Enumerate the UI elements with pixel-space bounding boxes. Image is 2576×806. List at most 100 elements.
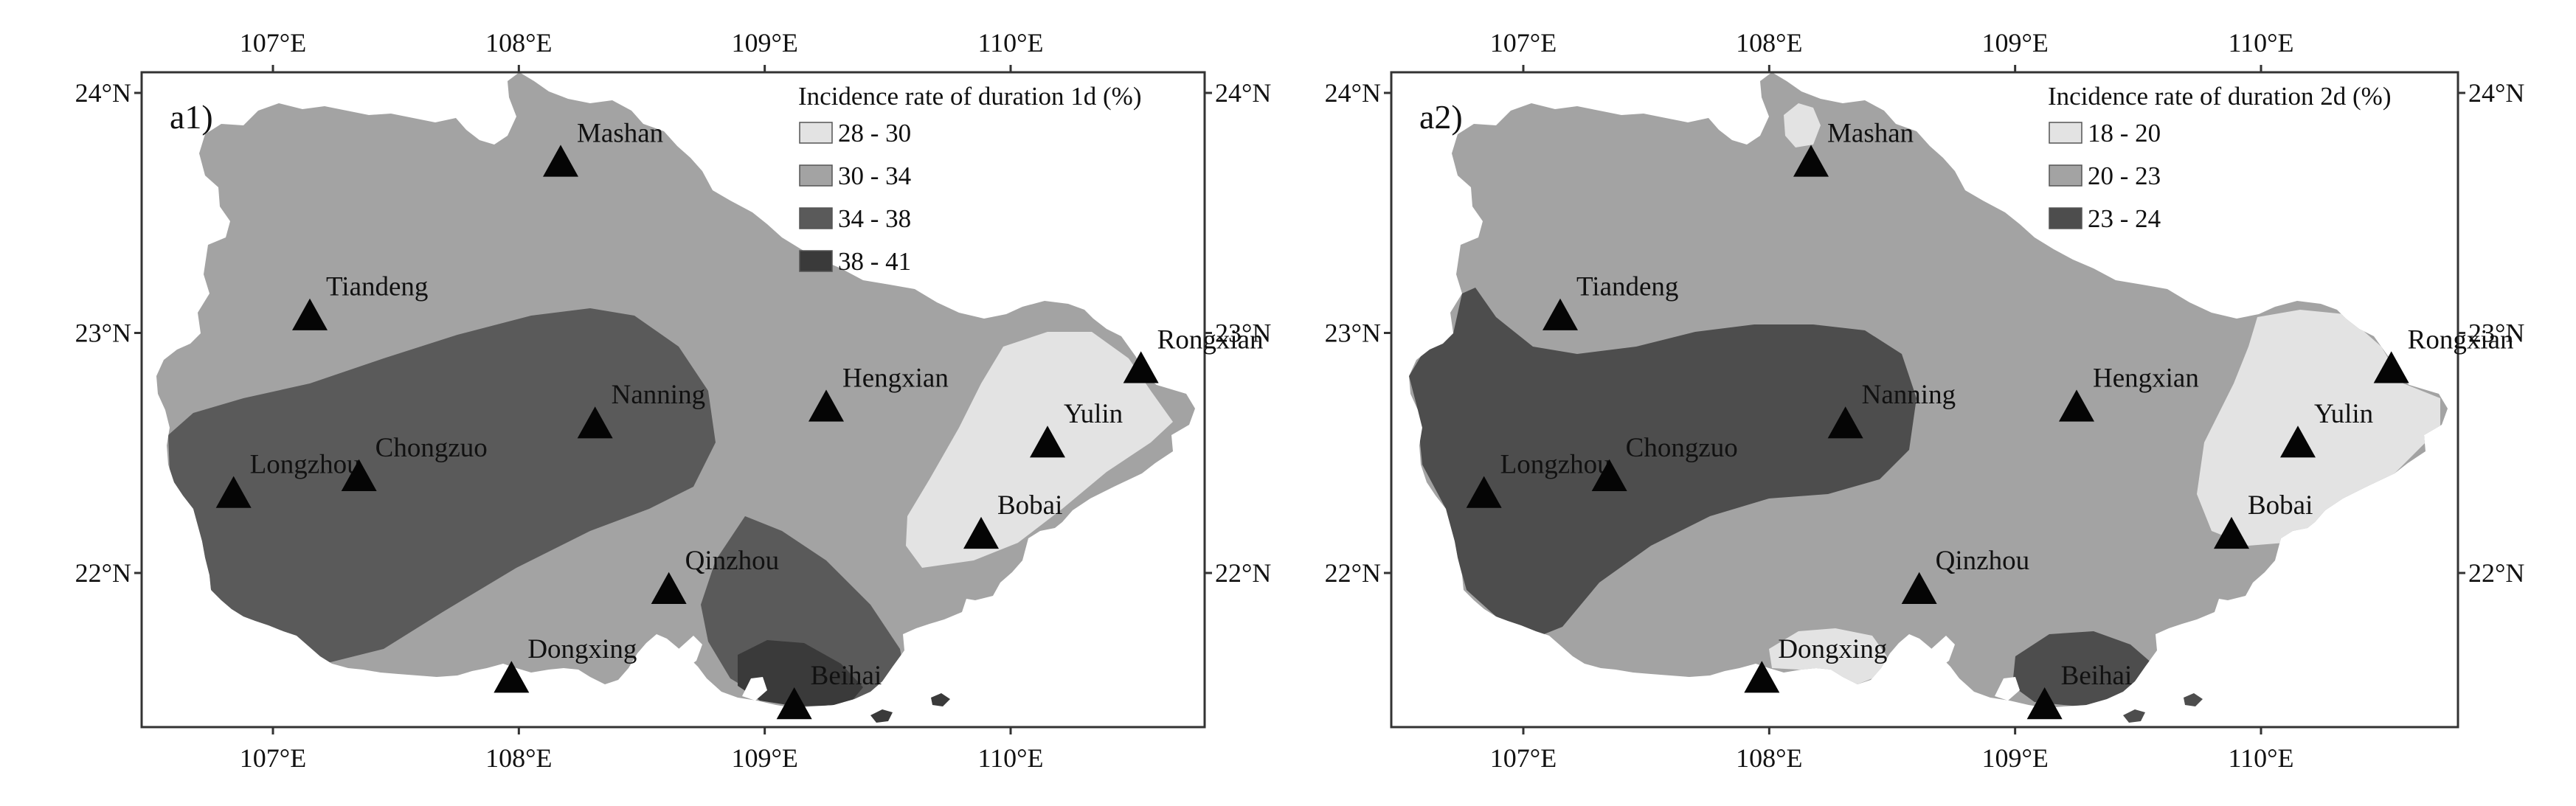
contour-class-4 xyxy=(738,640,863,706)
y-tick-label-left: 24°N xyxy=(75,78,131,108)
station-label-dongxing: Dongxing xyxy=(1778,634,1887,664)
station-label-longzhou: Longzhou xyxy=(1500,450,1611,480)
contour-class-1 xyxy=(1784,103,1821,147)
y-tick-label-right: 23°N xyxy=(1215,319,1271,348)
x-tick-label-top: 108°E xyxy=(485,28,552,58)
region-land xyxy=(1409,72,2448,708)
station-label-tiandeng: Tiandeng xyxy=(1576,272,1678,302)
coastal-inlet xyxy=(1931,636,1955,668)
map-area xyxy=(1409,72,2448,723)
x-tick-label-top: 110°E xyxy=(977,28,1043,58)
legend-swatch xyxy=(799,250,833,272)
station-label-qinzhou: Qinzhou xyxy=(1936,546,2029,576)
station-label-beihai: Beihai xyxy=(811,661,882,691)
station-marker-tiandeng xyxy=(292,298,328,330)
station-marker-yulin xyxy=(2280,425,2316,458)
y-tick-label-left: 22°N xyxy=(1325,558,1381,588)
x-tick-label-bottom: 108°E xyxy=(1736,743,1802,773)
station-label-yulin: Yulin xyxy=(1064,399,1123,429)
station-label-nanning: Nanning xyxy=(1862,380,1956,410)
station-label-tiandeng: Tiandeng xyxy=(326,272,428,302)
station-label-bobai: Bobai xyxy=(997,490,1062,521)
station-label-dongxing: Dongxing xyxy=(527,634,637,664)
station-marker-nanning xyxy=(1827,406,1863,439)
island xyxy=(870,709,893,723)
station-marker-longzhou xyxy=(1466,476,1502,508)
x-tick-label-top: 109°E xyxy=(731,28,797,58)
panel-a2: 107°E 107°E 108°E 108°E 109°E 109°E 110°E 110°E… xyxy=(1325,28,2525,773)
station-marker-longzhou xyxy=(215,476,252,508)
y-tick-label-left: 24°N xyxy=(1325,78,1381,108)
station-marker-beihai xyxy=(776,687,812,720)
x-tick-label-bottom: 107°E xyxy=(1490,743,1557,773)
legend-swatch xyxy=(799,122,833,144)
island xyxy=(931,693,950,706)
station-marker-bobai xyxy=(2214,516,2249,549)
contour-class-3 xyxy=(1409,288,1917,639)
coastal-inlet xyxy=(2161,653,2181,677)
y-tick-label-left: 23°N xyxy=(75,319,131,348)
x-tick-label-top: 110°E xyxy=(2228,28,2293,58)
island xyxy=(2184,693,2203,706)
legend-label: 30 - 34 xyxy=(838,161,911,190)
station-marker-mashan xyxy=(543,145,578,177)
station-marker-qinzhou xyxy=(1901,572,1937,604)
coastal-inlet xyxy=(909,653,928,677)
station-marker-bobai xyxy=(963,516,999,549)
station-label-bobai: Bobai xyxy=(2248,490,2313,521)
x-tick-label-bottom: 107°E xyxy=(240,743,306,773)
station-marker-mashan xyxy=(1793,145,1829,177)
y-tick-label-left: 22°N xyxy=(75,558,131,588)
station-marker-chongzuo xyxy=(1591,459,1627,491)
station-marker-dongxing xyxy=(1744,661,1780,693)
panel-a1: 107°E 107°E 108°E 108°E 109°E 109°E 110°E 110°E… xyxy=(75,28,1272,773)
legend-swatch xyxy=(799,164,833,187)
station-label-longzhou: Longzhou xyxy=(250,450,361,480)
station-label-hengxian: Hengxian xyxy=(2093,363,2199,393)
station-label-hengxian: Hengxian xyxy=(842,363,949,393)
panel-tag: a1) xyxy=(170,98,213,136)
legend-label: 18 - 20 xyxy=(2088,119,2161,147)
legend-title: Incidence rate of duration 1d (%) xyxy=(798,82,1141,111)
legend-label: 20 - 23 xyxy=(2088,161,2161,190)
station-marker-beihai xyxy=(2026,687,2063,720)
x-tick-label-bottom: 109°E xyxy=(731,743,797,773)
station-marker-rongxian xyxy=(1123,351,1159,383)
x-tick-label-bottom: 110°E xyxy=(2228,743,2293,773)
x-tick-label-top: 108°E xyxy=(1736,28,1802,58)
coastal-inlet xyxy=(742,677,767,701)
legend-label: 38 - 41 xyxy=(838,247,911,276)
station-label-chongzuo: Chongzuo xyxy=(375,433,488,463)
y-tick-label-right: 22°N xyxy=(1215,558,1271,588)
coastal-inlet xyxy=(679,636,702,668)
station-marker-dongxing xyxy=(494,661,530,693)
island xyxy=(2123,709,2145,723)
contour-class-1 xyxy=(1769,628,1887,684)
y-tick-label-right: 22°N xyxy=(2468,558,2524,588)
x-tick-label-bottom: 108°E xyxy=(485,743,552,773)
station-label-beihai: Beihai xyxy=(2061,661,2133,691)
station-marker-qinzhou xyxy=(651,572,687,604)
station-marker-nanning xyxy=(577,406,613,439)
x-tick-label-bottom: 109°E xyxy=(1981,743,2048,773)
y-tick-label-right: 24°N xyxy=(2468,78,2524,108)
legend-label: 34 - 38 xyxy=(838,204,911,233)
station-marker-tiandeng xyxy=(1543,298,1578,330)
y-tick-label-right: 24°N xyxy=(1215,78,1271,108)
legend-swatch xyxy=(2049,122,2082,144)
panel-tag: a2) xyxy=(1419,98,1463,136)
legend-swatch xyxy=(799,207,833,229)
station-label-yulin: Yulin xyxy=(2314,399,2373,429)
map-frame xyxy=(1390,71,2459,729)
station-label-mashan: Mashan xyxy=(1827,118,1914,148)
station-label-chongzuo: Chongzuo xyxy=(1626,433,1738,463)
station-label-mashan: Mashan xyxy=(577,118,663,148)
x-tick-label-top: 107°E xyxy=(240,28,306,58)
x-tick-label-top: 107°E xyxy=(1490,28,1557,58)
legend-title: Incidence rate of duration 2d (%) xyxy=(2048,82,2391,111)
y-tick-label-left: 23°N xyxy=(1325,319,1381,348)
station-label-qinzhou: Qinzhou xyxy=(685,546,779,576)
legend-swatch xyxy=(2049,164,2082,187)
